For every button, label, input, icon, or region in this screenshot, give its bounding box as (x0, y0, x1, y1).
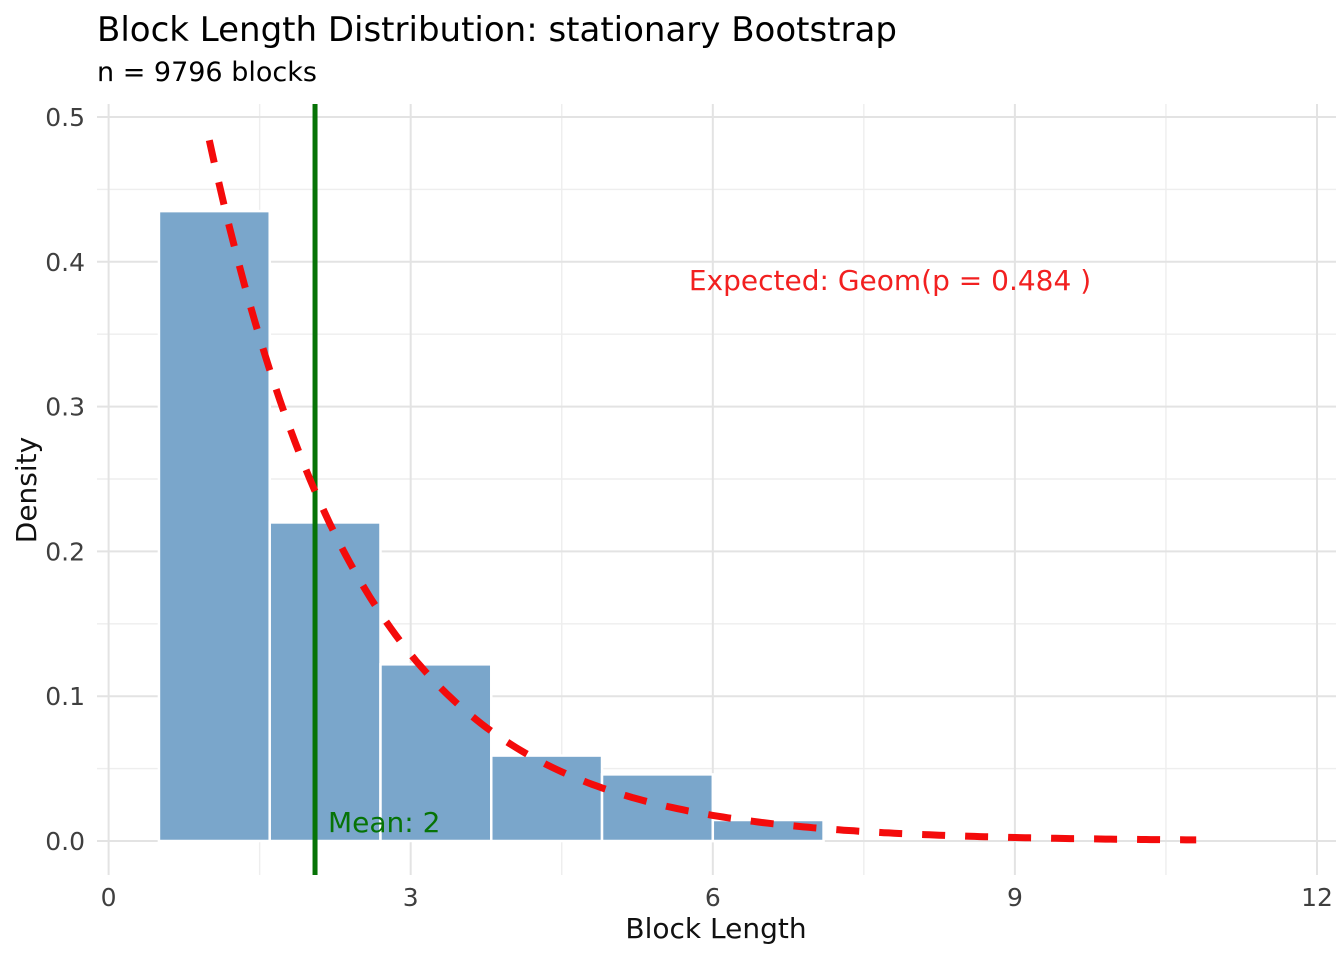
y-tick-label-0.3: 0.3 (45, 393, 85, 422)
y-tick-label-0.4: 0.4 (45, 248, 85, 277)
y-tick-label-0.2: 0.2 (45, 537, 85, 566)
x-axis-title: Block Length (625, 912, 807, 945)
histogram-bar-3 (379, 663, 493, 843)
y-tick-label-0.0: 0.0 (45, 827, 85, 856)
histogram-bar-1 (157, 209, 271, 843)
histogram-bar-2 (268, 521, 382, 843)
histogram-bar-4 (490, 754, 604, 843)
x-tick-label-6: 6 (705, 883, 721, 912)
y-tick-label-0.5: 0.5 (45, 103, 85, 132)
y-tick-label-0.1: 0.1 (45, 682, 85, 711)
chart-title: Block Length Distribution: stationary Bo… (97, 10, 897, 50)
x-tick-label-9: 9 (1007, 883, 1023, 912)
expected-distribution-annotation: Expected: Geom(p = 0.484 ) (688, 264, 1092, 297)
mean-line-label: Mean: 2 (328, 806, 441, 839)
y-axis-title: Density (10, 436, 43, 544)
x-tick-label-12: 12 (1301, 883, 1333, 912)
expected-geometric-curve (205, 139, 1197, 844)
x-tick-label-3: 3 (403, 883, 419, 912)
x-tick-label-0: 0 (101, 883, 117, 912)
histogram-bar-5 (600, 773, 715, 843)
chart-subtitle: n = 9796 blocks (97, 57, 317, 88)
